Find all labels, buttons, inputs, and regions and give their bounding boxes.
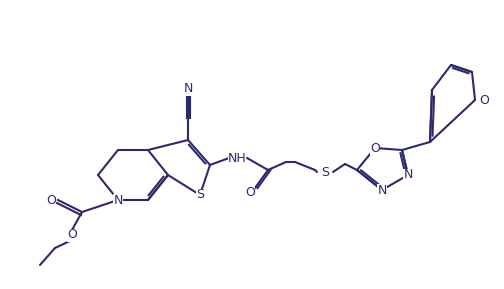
Text: N: N bbox=[403, 168, 413, 181]
Text: N: N bbox=[183, 82, 193, 95]
Text: N: N bbox=[377, 184, 387, 197]
Text: O: O bbox=[46, 194, 56, 207]
Text: O: O bbox=[67, 229, 77, 242]
Text: O: O bbox=[245, 186, 255, 199]
Text: S: S bbox=[196, 188, 204, 201]
Text: O: O bbox=[370, 142, 380, 155]
Text: N: N bbox=[113, 194, 122, 207]
Text: S: S bbox=[321, 166, 329, 179]
Text: NH: NH bbox=[228, 151, 246, 164]
Text: O: O bbox=[479, 94, 489, 107]
